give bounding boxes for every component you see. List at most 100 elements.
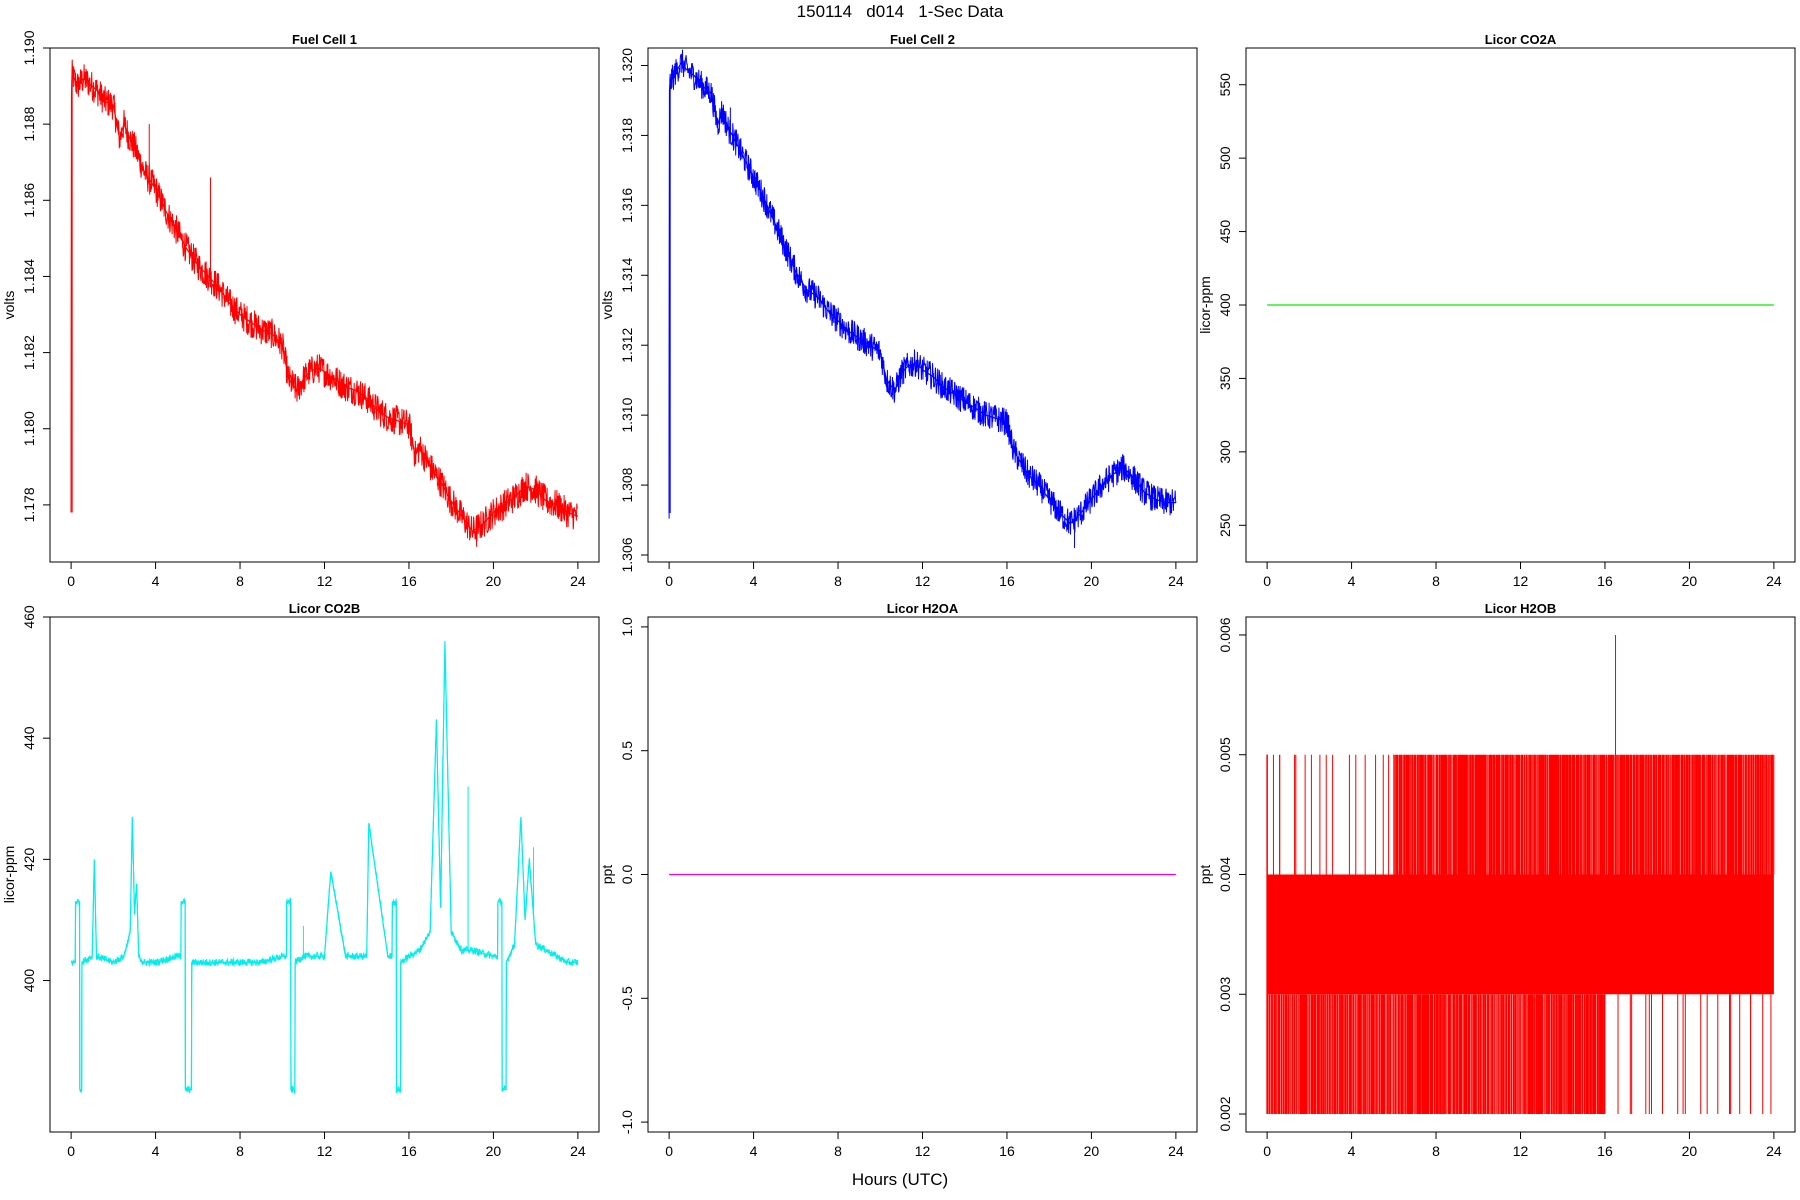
licor-co2a-xtick-label: 12 bbox=[1513, 573, 1529, 589]
fuel-cell-2-ytick-label: 1.310 bbox=[619, 397, 635, 432]
licor-h2oa-ylabel: ppt bbox=[599, 865, 615, 885]
fuel-cell-2-ytick-label: 1.306 bbox=[619, 537, 635, 572]
fuel-cell-1-ytick-label: 1.184 bbox=[21, 259, 37, 294]
fuel-cell-1-ylabel: volts bbox=[1, 291, 17, 320]
fuel-cell-2-xtick-label: 4 bbox=[750, 573, 758, 589]
fuel-cell-1-xtick-label: 16 bbox=[401, 573, 417, 589]
licor-h2ob-ytick-label: 0.005 bbox=[1217, 737, 1233, 772]
fuel-cell-1-ytick-label: 1.188 bbox=[21, 106, 37, 141]
licor-co2b-ytick-label: 440 bbox=[21, 726, 37, 750]
fuel-cell-2-xtick-label: 20 bbox=[1084, 573, 1100, 589]
x-axis-label: Hours (UTC) bbox=[851, 1170, 949, 1189]
fuel-cell-1-xtick-label: 20 bbox=[486, 573, 502, 589]
fuel-cell-1-series-line bbox=[70, 59, 579, 542]
licor-h2ob-xtick-label: 4 bbox=[1348, 1143, 1356, 1159]
fuel-cell-1-ytick-label: 1.178 bbox=[21, 487, 37, 522]
fuel-cell-2-ytick-label: 1.308 bbox=[619, 467, 635, 502]
licor-co2a-xtick-label: 24 bbox=[1766, 573, 1782, 589]
licor-h2ob-ytick-label: 0.003 bbox=[1217, 977, 1233, 1012]
licor-h2oa-ytick-label: -1.0 bbox=[619, 1110, 635, 1134]
fuel-cell-1-xtick-label: 12 bbox=[317, 573, 333, 589]
fuel-cell-1-ytick-label: 1.186 bbox=[21, 183, 37, 218]
page-title: 150114 d014 1-Sec Data bbox=[796, 2, 1004, 21]
fuel-cell-1-title: Fuel Cell 1 bbox=[292, 32, 357, 47]
licor-co2a-xtick-label: 16 bbox=[1597, 573, 1613, 589]
fuel-cell-2-ytick-label: 1.316 bbox=[619, 188, 635, 223]
licor-co2b-xtick-label: 16 bbox=[401, 1143, 417, 1159]
licor-h2ob-xtick-label: 12 bbox=[1513, 1143, 1529, 1159]
licor-co2a-ytick-label: 400 bbox=[1217, 293, 1233, 317]
licor-co2b-xtick-label: 12 bbox=[317, 1143, 333, 1159]
fuel-cell-1-ytick-label: 1.180 bbox=[21, 411, 37, 446]
licor-h2ob-ytick-label: 0.006 bbox=[1217, 617, 1233, 652]
licor-co2a-xtick-label: 20 bbox=[1682, 573, 1698, 589]
licor-co2b-ytick-label: 420 bbox=[21, 847, 37, 871]
licor-h2ob-ytick-label: 0.004 bbox=[1217, 857, 1233, 892]
licor-co2b-ytick-label: 460 bbox=[21, 605, 37, 629]
licor-co2a-ytick-label: 500 bbox=[1217, 146, 1233, 170]
licor-h2oa-xtick-label: 20 bbox=[1084, 1143, 1100, 1159]
fuel-cell-1-xtick-label: 24 bbox=[570, 573, 586, 589]
fuel-cell-2-ytick-label: 1.314 bbox=[619, 258, 635, 293]
licor-co2b-xtick-label: 8 bbox=[236, 1143, 244, 1159]
licor-co2b-ylabel: licor-ppm bbox=[1, 846, 17, 904]
licor-h2oa-xtick-label: 12 bbox=[915, 1143, 931, 1159]
licor-h2oa-xtick-label: 24 bbox=[1168, 1143, 1184, 1159]
licor-co2a-ylabel: licor-ppm bbox=[1197, 276, 1213, 334]
fuel-cell-1-ytick-label: 1.190 bbox=[21, 30, 37, 65]
licor-co2b-xtick-label: 4 bbox=[152, 1143, 160, 1159]
licor-co2b-series-trend bbox=[71, 641, 578, 1091]
licor-co2a-ytick-label: 350 bbox=[1217, 367, 1233, 391]
licor-h2ob-xtick-label: 20 bbox=[1682, 1143, 1698, 1159]
licor-h2ob-xtick-label: 24 bbox=[1766, 1143, 1782, 1159]
licor-h2oa-title: Licor H2OA bbox=[887, 601, 959, 616]
licor-co2b-xtick-label: 20 bbox=[486, 1143, 502, 1159]
fuel-cell-1-xtick-label: 0 bbox=[67, 573, 75, 589]
licor-h2oa-ytick-label: 0.0 bbox=[619, 865, 635, 885]
licor-h2oa-ytick-label: 0.5 bbox=[619, 741, 635, 761]
licor-co2a-ytick-label: 300 bbox=[1217, 440, 1233, 464]
fuel-cell-2-ytick-label: 1.318 bbox=[619, 118, 635, 153]
licor-co2b-xtick-label: 0 bbox=[67, 1143, 75, 1159]
licor-h2oa-ytick-label: -0.5 bbox=[619, 986, 635, 1010]
licor-h2oa-xtick-label: 0 bbox=[665, 1143, 673, 1159]
licor-h2ob-band bbox=[1267, 874, 1774, 995]
fuel-cell-2-xtick-label: 24 bbox=[1168, 573, 1184, 589]
licor-co2a-ytick-label: 450 bbox=[1217, 220, 1233, 244]
licor-co2a-ytick-label: 250 bbox=[1217, 513, 1233, 537]
licor-h2ob-xtick-label: 8 bbox=[1432, 1143, 1440, 1159]
licor-co2a-ytick-label: 550 bbox=[1217, 73, 1233, 97]
licor-h2oa-xtick-label: 8 bbox=[834, 1143, 842, 1159]
fuel-cell-2-series-trend bbox=[668, 60, 1176, 525]
licor-h2ob-ylabel: ppt bbox=[1197, 865, 1213, 885]
licor-h2oa-xtick-label: 16 bbox=[999, 1143, 1015, 1159]
licor-h2ob-title: Licor H2OB bbox=[1485, 601, 1557, 616]
fuel-cell-1-xtick-label: 4 bbox=[152, 573, 160, 589]
licor-co2a-xtick-label: 8 bbox=[1432, 573, 1440, 589]
licor-co2a-xtick-label: 0 bbox=[1263, 573, 1271, 589]
licor-co2a-xtick-label: 4 bbox=[1348, 573, 1356, 589]
fuel-cell-1-xtick-label: 8 bbox=[236, 573, 244, 589]
fuel-cell-2-title: Fuel Cell 2 bbox=[890, 32, 955, 47]
licor-co2b-xtick-label: 24 bbox=[570, 1143, 586, 1159]
fuel-cell-2-xtick-label: 16 bbox=[999, 573, 1015, 589]
licor-h2oa-ytick-label: 1.0 bbox=[619, 617, 635, 637]
fuel-cell-2-ytick-label: 1.312 bbox=[619, 327, 635, 362]
licor-h2ob-ytick-label: 0.002 bbox=[1217, 1096, 1233, 1131]
fuel-cell-2-xtick-label: 8 bbox=[834, 573, 842, 589]
fuel-cell-1-frame bbox=[49, 47, 600, 563]
fuel-cell-2-ylabel: volts bbox=[599, 291, 615, 320]
fuel-cell-1-ytick-label: 1.182 bbox=[21, 335, 37, 370]
licor-co2a-title: Licor CO2A bbox=[1485, 32, 1557, 47]
licor-h2oa-xtick-label: 4 bbox=[750, 1143, 758, 1159]
fuel-cell-2-xtick-label: 0 bbox=[665, 573, 673, 589]
fuel-cell-1-series-trend bbox=[70, 74, 579, 533]
licor-co2b-ytick-label: 400 bbox=[21, 969, 37, 993]
licor-h2ob-xtick-label: 0 bbox=[1263, 1143, 1271, 1159]
licor-co2b-title: Licor CO2B bbox=[289, 601, 361, 616]
fuel-cell-2-xtick-label: 12 bbox=[915, 573, 931, 589]
fuel-cell-2-ytick-label: 1.320 bbox=[619, 48, 635, 83]
fuel-cell-2-series-line bbox=[668, 49, 1177, 535]
licor-co2b-series-line bbox=[70, 649, 579, 1095]
